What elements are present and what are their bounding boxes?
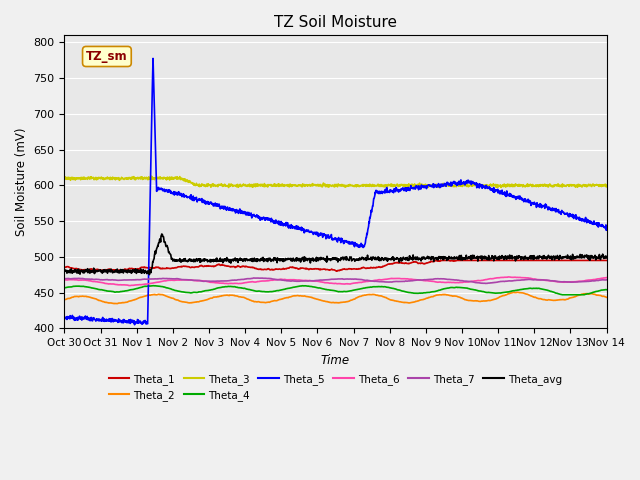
- X-axis label: Time: Time: [321, 354, 350, 367]
- Title: TZ Soil Moisture: TZ Soil Moisture: [274, 15, 397, 30]
- Y-axis label: Soil Moisture (mV): Soil Moisture (mV): [15, 128, 28, 236]
- Text: TZ_sm: TZ_sm: [86, 50, 128, 63]
- Legend: Theta_1, Theta_2, Theta_3, Theta_4, Theta_5, Theta_6, Theta_7, Theta_avg: Theta_1, Theta_2, Theta_3, Theta_4, Thet…: [104, 370, 566, 405]
